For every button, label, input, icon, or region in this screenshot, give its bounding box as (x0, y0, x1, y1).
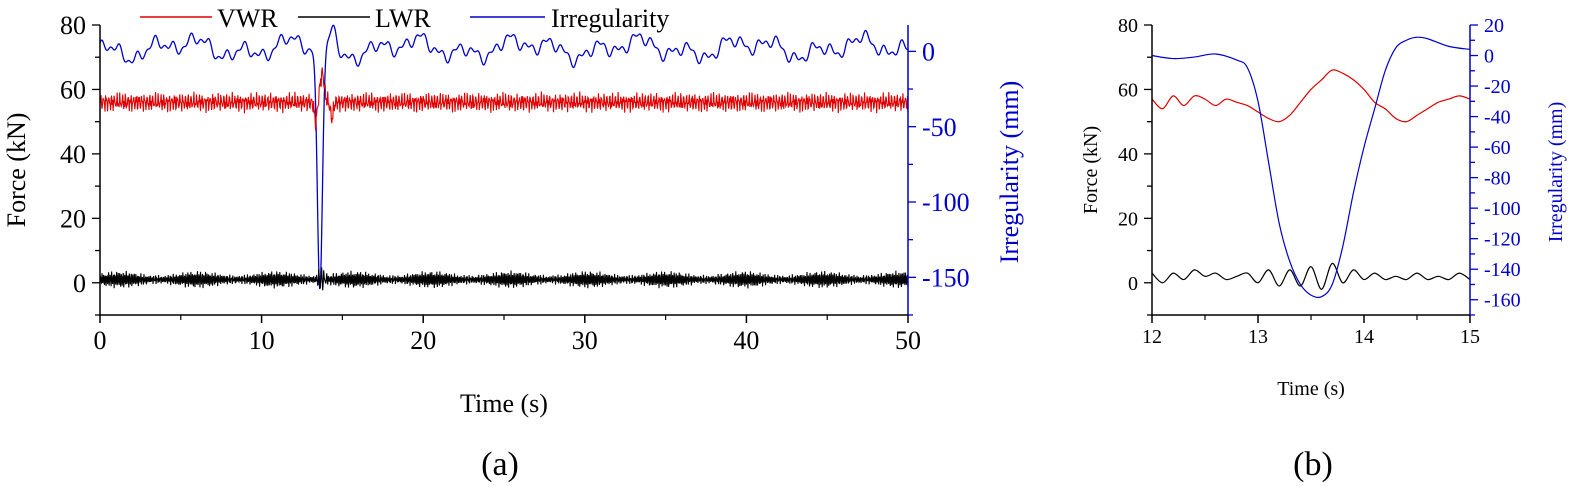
panel-b-y-tick-label: 0 (1128, 273, 1138, 295)
panel-a-series-lwr (99, 267, 909, 291)
panel-b-axes (1151, 25, 1471, 316)
panel-b-y2-tick-label: -60 (1484, 137, 1511, 159)
panel-a-x-tick-label: 20 (410, 326, 436, 355)
panel-a-y2-tick-label: -150 (922, 263, 970, 292)
panel-b-ylabel-right: Irregularity (mm) (1545, 102, 1567, 243)
panel-b-series (1151, 36, 1471, 299)
panel-b-y2-tick-label: -80 (1484, 168, 1511, 190)
legend-lwr-label: LWR (375, 4, 431, 33)
panel-b-ticks: 12 13 14 15 0 20 40 60 80 20 0 -20 -40 -60 -80 -100 -120… (1118, 15, 1521, 348)
panel-a-ylabel-left: Force (kN) (2, 113, 31, 228)
panel-a-y-tick-label: 60 (60, 76, 86, 105)
panel-a-x-tick-label: 10 (249, 326, 275, 355)
panel-b-ylabel-left: Force (kN) (1080, 126, 1102, 214)
panel-b-xlabel: Time (s) (1277, 378, 1345, 400)
panel-a-y2-tick-label: 0 (922, 37, 935, 66)
panel-b-y2-tick-label: -120 (1484, 229, 1521, 251)
legend-irregularity-label: Irregularity (551, 4, 669, 33)
panel-a-xlabel: Time (s) (460, 389, 548, 418)
legend: VWR LWR Irregularity (140, 4, 669, 33)
panel-a: 0 10 20 30 40 50 0 20 40 60 80 0 -50 -100 -150 Time (s… (2, 11, 1024, 483)
panel-a-ticks: 0 10 20 30 40 50 0 20 40 60 80 0 -50 -100 -150 (60, 11, 970, 355)
panel-b-y2-tick-label: -140 (1484, 259, 1521, 281)
panel-b-series-irregularity (1151, 36, 1471, 299)
panel-b-y2-tick-label: 20 (1484, 15, 1504, 37)
panel-a-x-tick-label: 30 (572, 326, 598, 355)
panel-a-series (99, 24, 909, 291)
panel-b: 12 13 14 15 0 20 40 60 80 20 0 -20 -40 -60 -80 -100 -120… (1080, 15, 1567, 483)
panel-a-ylabel-right: Irregularity (mm) (995, 81, 1024, 264)
panel-a-x-tick-label: 0 (94, 326, 107, 355)
panel-b-x-tick-label: 13 (1248, 326, 1268, 348)
panel-b-y2-tick-label: -40 (1484, 107, 1511, 129)
panel-b-y2-tick-label: -20 (1484, 76, 1511, 98)
panel-a-x-tick-label: 50 (895, 326, 921, 355)
panel-b-y2-tick-label: -160 (1484, 290, 1521, 312)
panel-a-x-tick-label: 40 (733, 326, 759, 355)
panel-a-y-tick-label: 0 (73, 269, 86, 298)
panel-b-series-vwr (1151, 69, 1471, 123)
panel-a-axes (99, 25, 909, 316)
legend-vwr-label: VWR (217, 4, 278, 33)
panel-b-y-tick-label: 40 (1118, 144, 1138, 166)
panel-b-series-lwr (1151, 262, 1471, 290)
panel-b-y-tick-label: 20 (1118, 208, 1138, 230)
panel-b-y-tick-label: 80 (1118, 15, 1138, 37)
panel-a-label: (a) (481, 446, 519, 483)
panel-a-y2-tick-label: -100 (922, 188, 970, 217)
panel-a-y-tick-label: 80 (60, 11, 86, 40)
panel-a-series-vwr (99, 67, 909, 131)
panel-b-x-tick-label: 12 (1142, 326, 1162, 348)
panel-a-y-tick-label: 40 (60, 140, 86, 169)
panel-a-series-irregularity (99, 24, 909, 290)
panel-b-y-tick-label: 60 (1118, 79, 1138, 101)
panel-b-x-tick-label: 14 (1354, 326, 1374, 348)
panel-a-y2-tick-label: -50 (922, 113, 957, 142)
panel-b-y2-tick-label: 0 (1484, 46, 1494, 68)
panel-b-x-tick-label: 15 (1460, 326, 1480, 348)
panel-b-label: (b) (1293, 446, 1333, 483)
panel-b-y2-tick-label: -100 (1484, 198, 1521, 220)
panel-a-y-tick-label: 20 (60, 204, 86, 233)
